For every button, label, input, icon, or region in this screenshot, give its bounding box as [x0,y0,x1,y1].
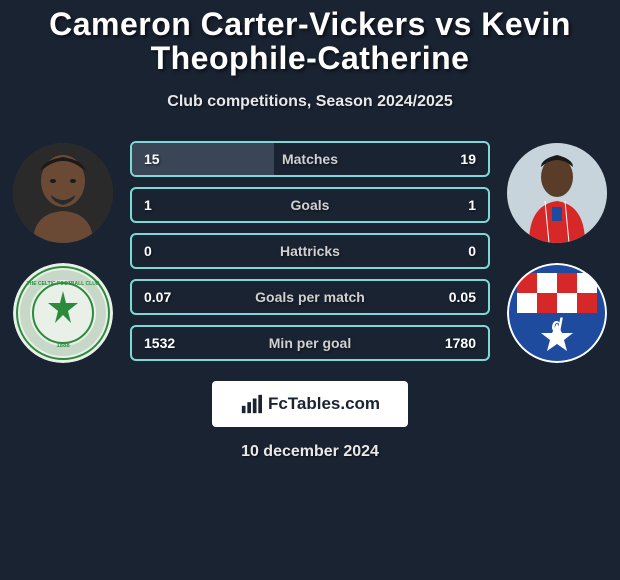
avatar-left-icon [13,143,113,243]
stats-column: 15 Matches 19 1 Goals 1 0 Hattricks 0 0.… [118,141,502,361]
footer: FcTables.com 10 december 2024 [0,381,620,461]
page-title: Cameron Carter-Vickers vs Kevin Theophil… [0,0,620,75]
stat-label: Goals [291,197,330,213]
stat-row: 1532 Min per goal 1780 [130,325,490,361]
svg-text:1888: 1888 [56,343,70,349]
subtitle: Club competitions, Season 2024/2025 [0,93,620,111]
stat-label: Min per goal [269,335,351,351]
player-right-club-badge: d [507,263,607,363]
stat-label: Goals per match [255,289,365,305]
right-side: d [502,139,612,363]
avatar-right-icon [507,143,607,243]
stat-right-value: 0.05 [449,289,476,305]
comparison-card: Cameron Carter-Vickers vs Kevin Theophil… [0,0,620,461]
stat-right-value: 1 [468,197,476,213]
fctables-logo[interactable]: FcTables.com [212,381,408,427]
celtic-badge-icon: THE CELTIC FOOTBALL CLUB 1888 [13,263,113,363]
stat-row: 0 Hattricks 0 [130,233,490,269]
stat-left-value: 1 [144,197,152,213]
stat-row: 1 Goals 1 [130,187,490,223]
stat-left-value: 0.07 [144,289,171,305]
player-right-avatar [507,143,607,243]
stat-label: Hattricks [280,243,340,259]
stat-left-value: 0 [144,243,152,259]
main-content: THE CELTIC FOOTBALL CLUB 1888 15 Matches… [0,139,620,363]
svg-text:d: d [552,315,564,335]
dinamo-badge-icon: d [507,263,607,363]
stat-left-value: 15 [144,151,160,167]
bar-chart-icon [240,393,262,415]
player-left-club-badge: THE CELTIC FOOTBALL CLUB 1888 [13,263,113,363]
stat-left-value: 1532 [144,335,175,351]
stat-row: 0.07 Goals per match 0.05 [130,279,490,315]
stat-right-value: 0 [468,243,476,259]
left-side: THE CELTIC FOOTBALL CLUB 1888 [8,139,118,363]
date-text: 10 december 2024 [241,443,379,461]
svg-text:THE CELTIC FOOTBALL CLUB: THE CELTIC FOOTBALL CLUB [27,281,100,287]
stat-row: 15 Matches 19 [130,141,490,177]
player-left-avatar [13,143,113,243]
stat-label: Matches [282,151,338,167]
stat-right-value: 1780 [445,335,476,351]
logo-text: FcTables.com [268,394,380,414]
stat-right-value: 19 [460,151,476,167]
